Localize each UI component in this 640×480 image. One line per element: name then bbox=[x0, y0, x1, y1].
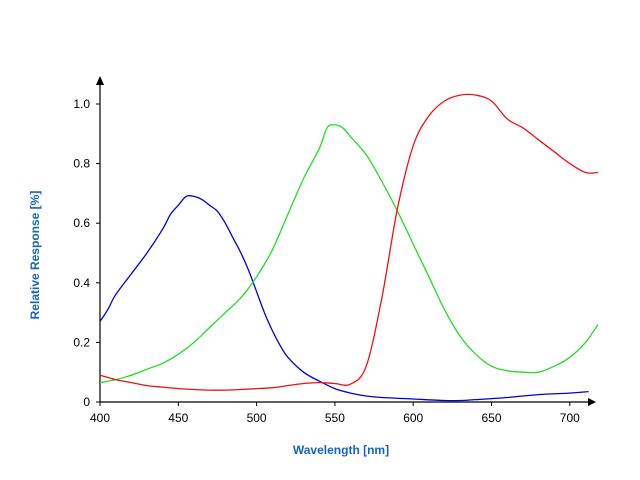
green-response-curve bbox=[99, 124, 599, 384]
x-tick-label: 450 bbox=[168, 411, 188, 425]
x-tick-label: 550 bbox=[325, 411, 345, 425]
x-tick-label: 500 bbox=[247, 411, 267, 425]
y-axis-title: Relative Response [%] bbox=[28, 191, 42, 320]
y-tick-label: 0.2 bbox=[73, 335, 90, 349]
x-tick-label: 400 bbox=[90, 411, 110, 425]
series-lines bbox=[99, 93, 599, 402]
blue-response-curve bbox=[99, 194, 589, 402]
y-tick-label: 0 bbox=[83, 395, 90, 409]
x-tick-label: 700 bbox=[560, 411, 580, 425]
x-axis-arrowhead bbox=[588, 398, 596, 406]
axes bbox=[96, 76, 596, 406]
axis-ticks: 400 450 500 550 600 650 700 0 0.2 0.4 0.6 0.8 1.0 bbox=[73, 97, 580, 425]
y-tick-label: 0.8 bbox=[73, 157, 90, 171]
y-axis-arrowhead bbox=[96, 76, 104, 85]
y-tick-label: 0.4 bbox=[73, 276, 90, 290]
x-axis-title: Wavelength [nm] bbox=[293, 443, 389, 457]
y-tick-label: 0.6 bbox=[73, 216, 90, 230]
red-response-curve bbox=[99, 93, 599, 391]
x-tick-label: 650 bbox=[481, 411, 501, 425]
y-tick-label: 1.0 bbox=[73, 97, 90, 111]
x-tick-label: 600 bbox=[403, 411, 423, 425]
